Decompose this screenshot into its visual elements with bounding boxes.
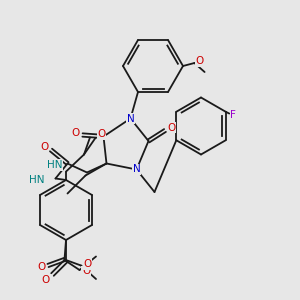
Text: N: N [127, 113, 134, 124]
Text: O: O [83, 259, 92, 269]
Text: O: O [82, 266, 90, 277]
Text: O: O [42, 275, 50, 285]
Text: O: O [37, 262, 46, 272]
Text: HN: HN [47, 160, 62, 170]
Text: F: F [230, 110, 236, 120]
Text: O: O [195, 56, 204, 67]
Text: N: N [133, 164, 140, 175]
Text: O: O [97, 129, 106, 140]
Text: HN: HN [28, 175, 44, 185]
Text: O: O [167, 122, 176, 133]
Text: O: O [72, 128, 80, 139]
Text: O: O [40, 142, 49, 152]
